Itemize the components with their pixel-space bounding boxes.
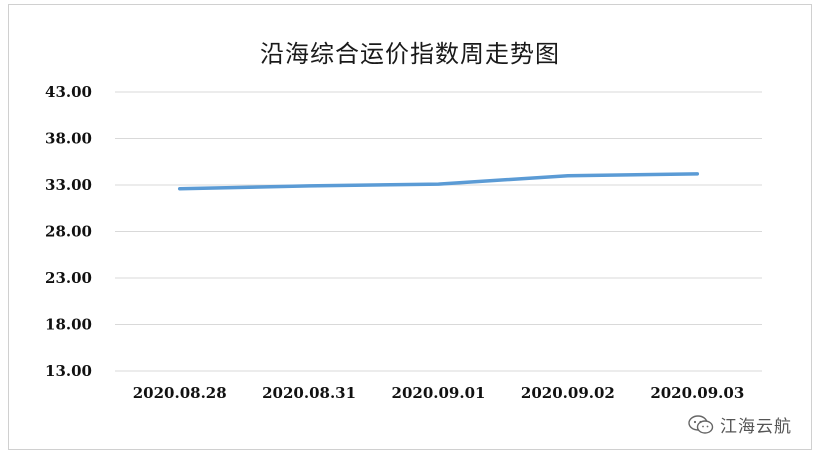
x-tick-label: 2020.08.28 bbox=[133, 384, 227, 402]
y-tick-label: 38.00 bbox=[45, 130, 92, 148]
grid-lines bbox=[115, 91, 762, 372]
x-tick-label: 2020.09.03 bbox=[650, 384, 744, 402]
x-axis-ticks: 2020.08.28 2020.08.31 2020.09.01 2020.09.02… bbox=[133, 384, 745, 402]
watermark-text: 江海云航 bbox=[720, 417, 792, 437]
y-tick-label: 43.00 bbox=[45, 83, 92, 101]
y-axis-ticks: 13.00 18.00 23.00 28.00 33.00 38.00 43.00 bbox=[45, 83, 92, 380]
watermark: 江海云航 bbox=[688, 412, 792, 437]
x-tick-label: 2020.09.02 bbox=[521, 384, 615, 402]
wechat-icon bbox=[688, 414, 714, 434]
x-tick-label: 2020.09.01 bbox=[392, 384, 486, 402]
y-tick-label: 13.00 bbox=[45, 362, 92, 380]
y-tick-label: 33.00 bbox=[45, 176, 92, 194]
y-tick-label: 28.00 bbox=[45, 223, 92, 241]
x-tick-label: 2020.08.31 bbox=[262, 384, 356, 402]
chart-frame bbox=[8, 4, 812, 450]
y-tick-label: 23.00 bbox=[45, 269, 92, 287]
series-lines bbox=[177, 172, 700, 191]
series-line bbox=[177, 172, 700, 191]
chart-title: 沿海综合运价指数周走势图 bbox=[260, 40, 560, 68]
y-tick-label: 18.00 bbox=[45, 316, 92, 334]
